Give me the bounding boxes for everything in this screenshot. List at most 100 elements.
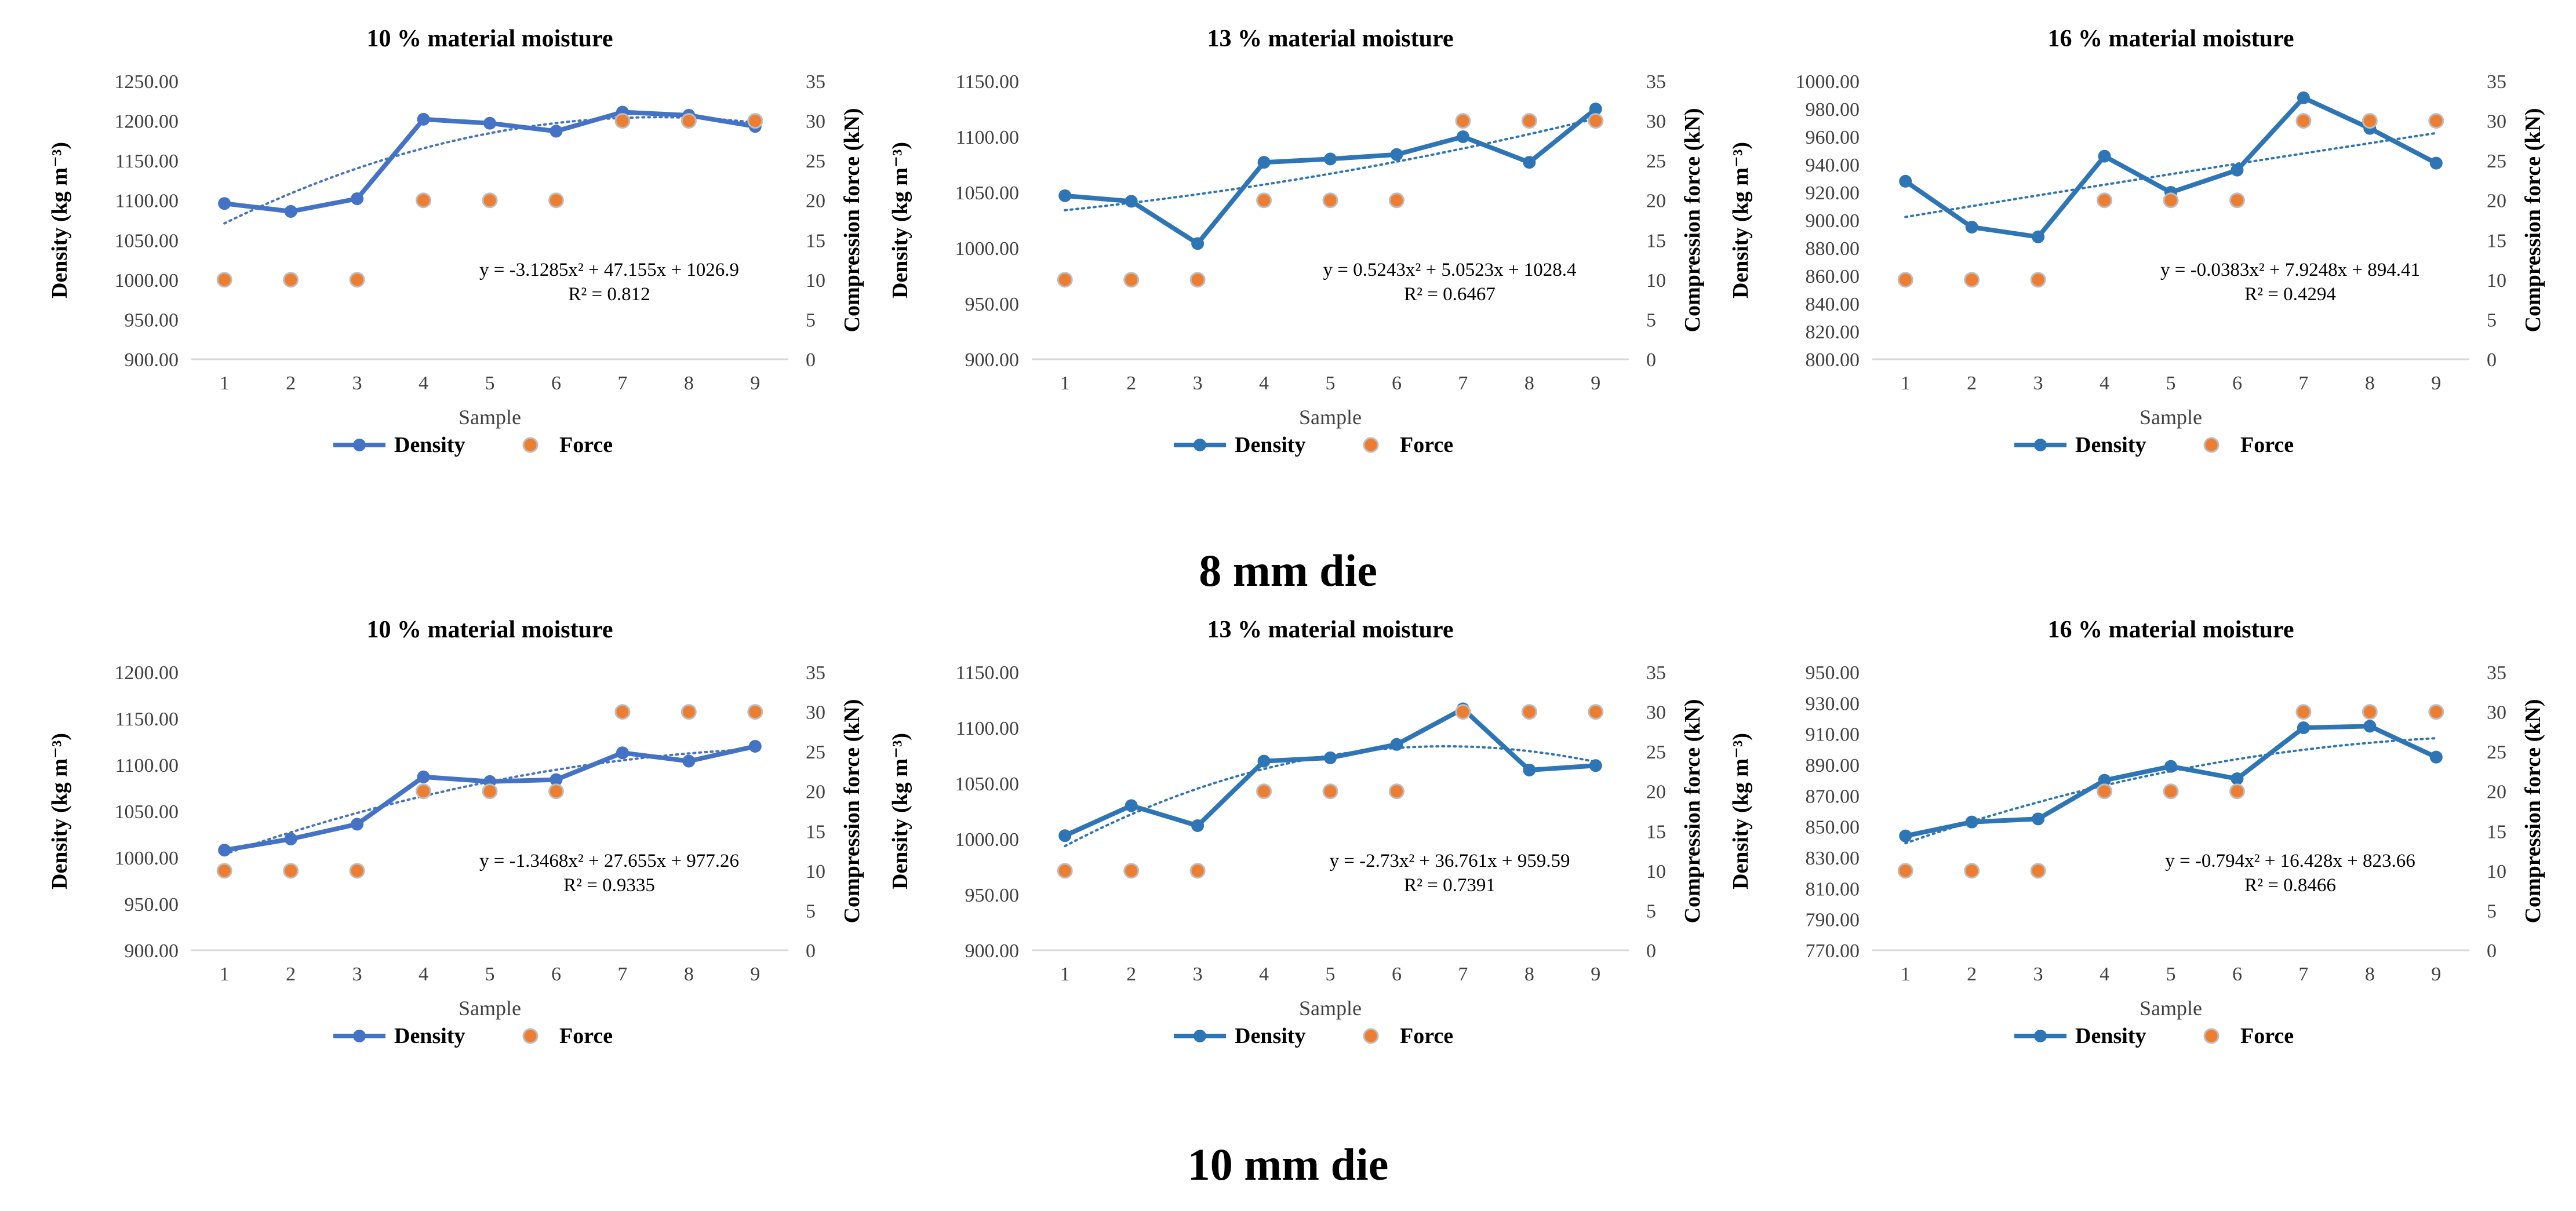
force-point (1123, 863, 1140, 879)
density-point (1965, 221, 1978, 234)
force-point (1521, 704, 1537, 720)
force-point (1322, 783, 1338, 800)
x-tick-label: 4 (419, 964, 428, 985)
y2-tick-label: 10 (806, 270, 825, 291)
density-point (1456, 130, 1469, 143)
y2-tick-label: 15 (806, 821, 825, 842)
density-point (682, 754, 696, 768)
chart-title: 13 % material moisture (1207, 617, 1454, 643)
density-trendline (223, 747, 756, 856)
chart-title: 10 % material moisture (367, 617, 613, 643)
force-point (1189, 863, 1206, 879)
force-point (1455, 704, 1471, 720)
force-point (614, 704, 631, 720)
y2-tick-label: 30 (1646, 702, 1666, 724)
force-point (1256, 192, 1272, 209)
chart-title: 10 % material moisture (367, 25, 613, 52)
density-point (1523, 763, 1536, 776)
legend-force-label: Force (1400, 1024, 1453, 1048)
y2-tick-label: 15 (2487, 230, 2506, 251)
force-point (548, 783, 564, 800)
legend-force-marker (1363, 437, 1379, 453)
y2-tick-label: 10 (1646, 270, 1666, 291)
y2-tick-label: 35 (1646, 662, 1666, 684)
y-tick-label: 1100.00 (956, 127, 1019, 148)
legend-force-label: Force (1400, 433, 1453, 457)
force-point (1057, 272, 1073, 288)
y-tick-label: 910.00 (1806, 724, 1860, 746)
force-point (2229, 192, 2245, 209)
x-tick-label: 5 (485, 964, 495, 985)
density-point (1191, 819, 1205, 832)
x-tick-label: 3 (352, 373, 362, 394)
force-point (1256, 783, 1272, 800)
force-point (2362, 704, 2378, 720)
y2-tick-label: 20 (1646, 191, 1666, 212)
x-tick-label: 3 (352, 964, 362, 985)
y-tick-label: 900.00 (1806, 210, 1860, 232)
x-tick-label: 8 (684, 964, 694, 985)
x-tick-label: 3 (1193, 373, 1203, 394)
chart-title: 16 % material moisture (2048, 25, 2294, 52)
chart-title: 13 % material moisture (1207, 25, 1454, 52)
y-axis-title: Density (kg m⁻³) (1729, 142, 1753, 298)
x-axis-title: Sample (2140, 997, 2202, 1020)
density-point (2231, 772, 2244, 785)
x-tick-label: 3 (2033, 373, 2043, 394)
legend-density-marker (2034, 439, 2047, 451)
x-tick-label: 8 (2365, 964, 2375, 985)
y-tick-label: 1050.00 (955, 183, 1020, 204)
x-tick-label: 5 (1326, 373, 1336, 394)
y-tick-label: 950.00 (965, 885, 1020, 906)
x-tick-label: 2 (286, 373, 296, 394)
legend-force-marker (2203, 437, 2220, 453)
density-point (2429, 156, 2443, 170)
force-point (548, 192, 564, 209)
chart-title: 16 % material moisture (2048, 617, 2294, 643)
legend-density-label: Density (2075, 1024, 2146, 1048)
density-point (218, 197, 231, 210)
y-tick-label: 900.00 (965, 940, 1020, 962)
y-tick-label: 1000.00 (955, 238, 1020, 260)
force-point (2097, 783, 2113, 800)
density-point (284, 205, 297, 218)
density-point (218, 844, 231, 857)
chart-10mm-13pct: 13 % material moisture 900.00 950.00 1000.0… (858, 603, 1716, 1072)
y2-axis-title: Compression force (kN) (840, 699, 864, 924)
x-tick-label: 1 (1060, 373, 1070, 394)
force-point (482, 783, 498, 800)
x-tick-label: 9 (750, 964, 760, 985)
force-point (1964, 863, 1980, 879)
density-point (550, 773, 563, 786)
y-tick-label: 880.00 (1806, 238, 1860, 260)
y-tick-label: 1200.00 (115, 111, 179, 133)
y-tick-label: 890.00 (1806, 755, 1860, 776)
y2-tick-label: 20 (806, 191, 825, 212)
trendline-equation: y = -1.3468x² + 27.655x + 977.26 (479, 851, 739, 871)
density-point (2231, 163, 2244, 177)
legend-density-marker (1194, 1030, 1206, 1042)
y2-tick-label: 35 (2487, 662, 2506, 684)
y2-tick-label: 10 (2487, 861, 2506, 882)
density-point (1257, 156, 1271, 169)
y2-tick-label: 15 (1646, 821, 1666, 842)
x-tick-label: 8 (1525, 964, 1534, 985)
y-tick-label: 900.00 (125, 349, 179, 371)
trendline-r2: R² = 0.7391 (1404, 875, 1496, 896)
trendline-r2: R² = 0.6467 (1404, 284, 1496, 305)
y2-tick-label: 0 (1646, 349, 1656, 371)
x-tick-label: 9 (1591, 964, 1600, 985)
legend-density-label: Density (394, 1024, 465, 1048)
density-series-line (1905, 724, 2437, 838)
density-point (2032, 230, 2045, 243)
density-series-line (1064, 706, 1596, 838)
x-tick-label: 8 (1525, 373, 1534, 394)
x-tick-label: 7 (2298, 373, 2308, 394)
force-point (747, 704, 763, 720)
x-axis-title: Sample (1299, 406, 1362, 429)
y-axis-title: Density (kg m⁻³) (48, 733, 72, 889)
y-tick-label: 810.00 (1806, 878, 1860, 900)
y2-tick-label: 25 (2487, 151, 2506, 172)
x-tick-label: 7 (617, 964, 627, 985)
y2-tick-label: 0 (2487, 940, 2497, 962)
